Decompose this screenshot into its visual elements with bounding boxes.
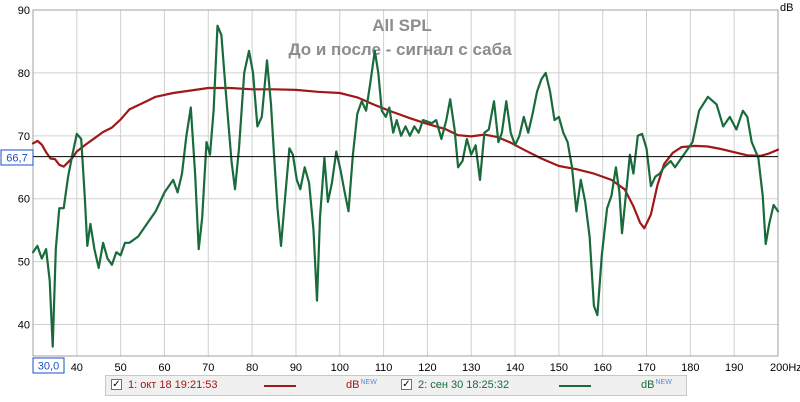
y-tick-label: 40 (18, 320, 30, 332)
x-tick-label: 170 (637, 362, 655, 374)
x-tick-label: 150 (550, 362, 568, 374)
x-tick-label: 200Hz (770, 362, 800, 374)
legend-swatch-2 (559, 385, 591, 387)
x-tick-label: 70 (202, 362, 214, 374)
y-tick-label: 60 (18, 194, 30, 206)
x-tick-label: 110 (375, 362, 393, 374)
legend-checkbox-2[interactable]: ✓ (401, 379, 412, 390)
x-tick-label: 140 (506, 362, 524, 374)
plot-frame (32, 9, 779, 357)
x-tick-label: 80 (246, 362, 258, 374)
legend-unit-tag-2: NEW (655, 379, 672, 386)
legend-checkbox-1[interactable]: ✓ (111, 379, 122, 390)
legend-label-2: 2: сен 30 18:25:32 (418, 379, 510, 391)
y-tick-label: 70 (18, 131, 30, 143)
x-tick-label: 190 (725, 362, 743, 374)
legend-swatch-1 (264, 385, 296, 387)
reference-value-label: 66,7 (6, 153, 27, 165)
x-tick-label: 50 (115, 362, 127, 374)
y-tick-label: 90 (18, 5, 30, 17)
y-axis: 40 50 60 70 80 90 (18, 5, 30, 332)
y-tick-label: 50 (18, 257, 30, 269)
legend-unit-2: dBNEW (641, 379, 672, 391)
y-axis-label: dB (780, 2, 793, 14)
legend-label-1: 1: окт 18 19:21:53 (128, 379, 218, 391)
legend: ✓ 1: окт 18 19:21:53 dBNEW ✓ 2: сен 30 1… (105, 375, 687, 396)
legend-unit-tag-1: NEW (360, 379, 377, 386)
chart-subtitle: До и после - сигнал с саба (288, 40, 512, 59)
x-min-label: 30,0 (38, 361, 59, 373)
x-min-box (32, 357, 65, 374)
x-tick-label: 40 (71, 362, 83, 374)
x-tick-label: 60 (158, 362, 170, 374)
legend-unit-1: dBNEW (346, 379, 377, 391)
x-tick-label: 130 (462, 362, 480, 374)
series-line-1 (31, 86, 780, 230)
x-tick-label: 120 (418, 362, 436, 374)
y-tick-label: 80 (18, 68, 30, 80)
reference-value-box (0, 149, 34, 166)
x-axis: 40 50 60 70 80 90 100 110 120 130 140 150 160 170 180 1… (71, 362, 800, 374)
chart-title: All SPL (372, 16, 432, 35)
grid (33, 9, 779, 356)
x-tick-label: 160 (594, 362, 612, 374)
series (31, 24, 780, 348)
x-tick-label: 90 (290, 362, 302, 374)
x-tick-label: 180 (681, 362, 699, 374)
legend-item-1: ✓ 1: окт 18 19:21:53 dBNEW (106, 376, 396, 395)
legend-item-2: ✓ 2: сен 30 18:25:32 dBNEW (396, 376, 686, 395)
series-line-2 (31, 24, 780, 348)
x-tick-label: 100 (331, 362, 349, 374)
